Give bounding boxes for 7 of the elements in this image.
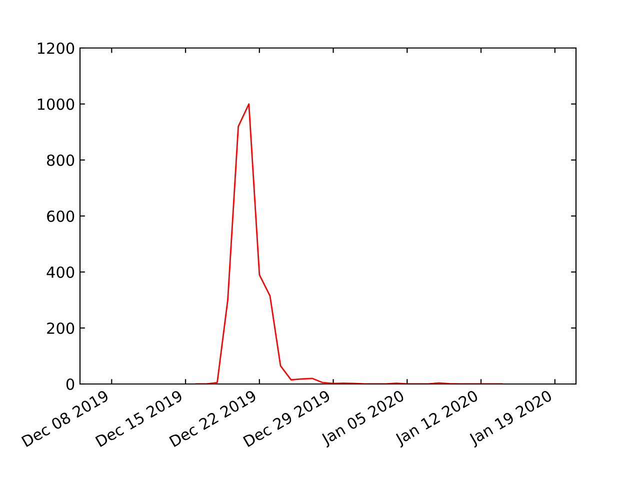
y-tick-label: 800 <box>47 154 74 166</box>
y-tick-label: 1000 <box>38 98 74 110</box>
y-tick-label: 0 <box>66 378 74 390</box>
y-tick-label: 1200 <box>38 42 74 54</box>
y-tick-label: 600 <box>47 210 74 222</box>
y-tick-label: 200 <box>47 322 74 334</box>
y-tick-label: 400 <box>46 266 74 278</box>
